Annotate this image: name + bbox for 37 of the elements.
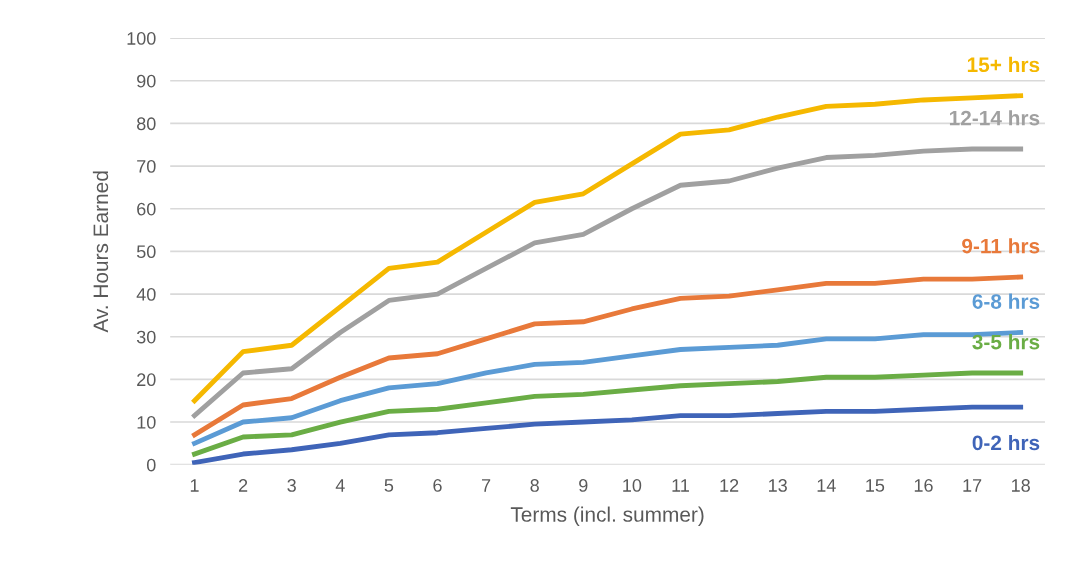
y-tick-label: 50 xyxy=(136,245,156,259)
x-tick-label: 14 xyxy=(817,479,836,492)
y-tick-label: 10 xyxy=(137,415,156,429)
series-label: 15+ hrs xyxy=(967,56,1040,73)
x-tick-label: 11 xyxy=(672,479,689,492)
y-tick-label: 40 xyxy=(136,287,156,301)
x-tick-label: 9 xyxy=(579,479,588,492)
y-axis-title: Av. Hours Earned xyxy=(92,171,109,333)
x-tick-label: 16 xyxy=(914,479,933,492)
x-tick-label: 15 xyxy=(866,479,885,492)
x-tick-label: 2 xyxy=(238,479,248,492)
series-label: 3-5 hrs xyxy=(972,334,1040,350)
series-label: 9-11 hrs xyxy=(962,238,1040,254)
x-tick-label: 7 xyxy=(481,479,491,492)
x-tick-label: 10 xyxy=(623,479,642,492)
series-label: 0-2 hrs xyxy=(972,434,1040,451)
x-tick-label: 18 xyxy=(1012,479,1030,492)
y-tick-label: 60 xyxy=(137,202,156,216)
x-tick-label: 17 xyxy=(963,479,982,492)
y-tick-label: 70 xyxy=(137,160,156,173)
x-tick-label: 4 xyxy=(335,479,345,492)
y-tick-label: 30 xyxy=(136,330,156,344)
x-tick-label: 3 xyxy=(287,479,296,492)
y-tick-label: 0 xyxy=(146,458,156,472)
x-tick-label: 5 xyxy=(384,479,394,492)
x-tick-label: 8 xyxy=(530,479,539,492)
y-tick-label: 80 xyxy=(137,117,156,131)
y-tick-label: 90 xyxy=(137,74,156,88)
x-tick-label: 6 xyxy=(433,479,442,492)
series-label: 6-8 hrs xyxy=(972,293,1040,309)
x-axis-title: Terms (incl. summer) xyxy=(510,506,704,526)
series-label: 12-14 hrs xyxy=(949,110,1040,126)
x-tick-label: 13 xyxy=(769,479,787,492)
x-tick-label: 1 xyxy=(190,479,199,492)
y-tick-label: 20 xyxy=(137,373,156,387)
y-tick-label: 100 xyxy=(127,32,156,45)
x-tick-label: 12 xyxy=(720,479,739,492)
